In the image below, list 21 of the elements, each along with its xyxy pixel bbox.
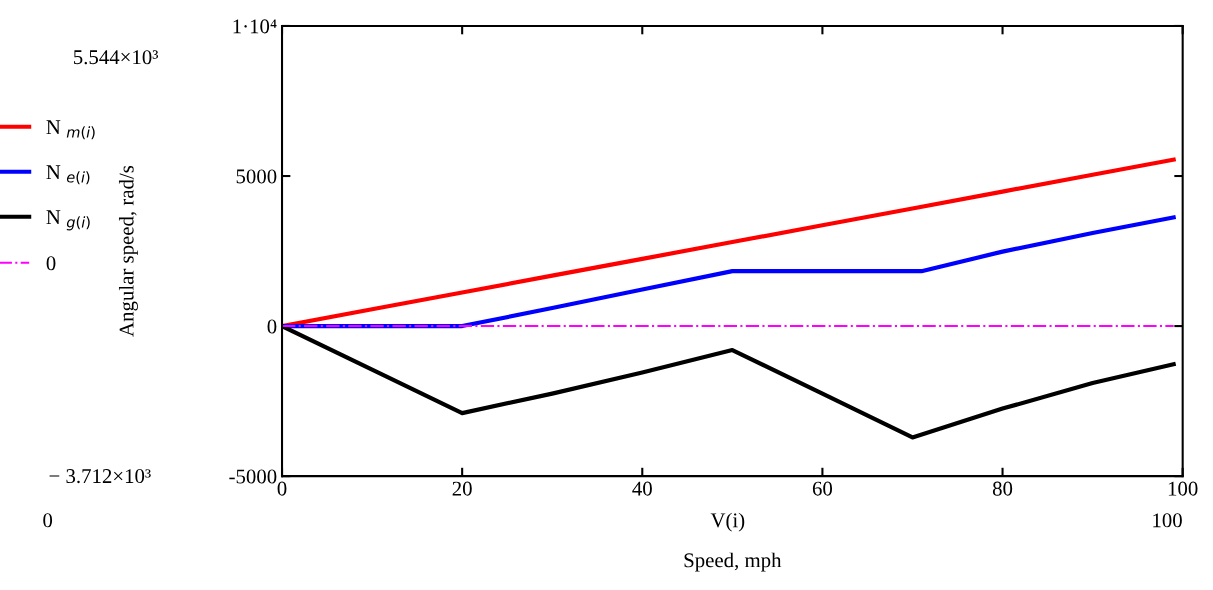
y-axis-title: Angular speed, rad/s [118, 165, 138, 337]
y-tick-label: 1·10⁴ [233, 19, 277, 34]
x-tick-label: 0 [277, 481, 287, 496]
text: V(i) [710, 512, 745, 532]
y-tick-label: 5000 [236, 169, 277, 184]
legend-label: N $_{g(i)}$ [46, 210, 90, 231]
text: 5.544×10³ [73, 50, 159, 65]
x-tick-label: 60 [812, 481, 833, 496]
x-tick-label: 100 [1168, 481, 1198, 496]
x-axis-title: Speed, mph [684, 552, 782, 572]
x-tick-label: 40 [632, 481, 652, 496]
x-tick-label: 20 [452, 481, 472, 496]
y-tick-label: 0 [267, 319, 277, 334]
y-tick-label: -5000 [229, 469, 277, 484]
legend-label: 0 [46, 256, 56, 271]
legend-label: N $_{m(i)}$ [46, 120, 95, 140]
x-tick-label: 80 [992, 481, 1013, 496]
legend-label: N $_{e(i)}$ [46, 165, 90, 185]
text: 0 [43, 513, 53, 528]
text: − 3.712×10³ [49, 469, 151, 484]
text: 100 [1153, 513, 1182, 528]
